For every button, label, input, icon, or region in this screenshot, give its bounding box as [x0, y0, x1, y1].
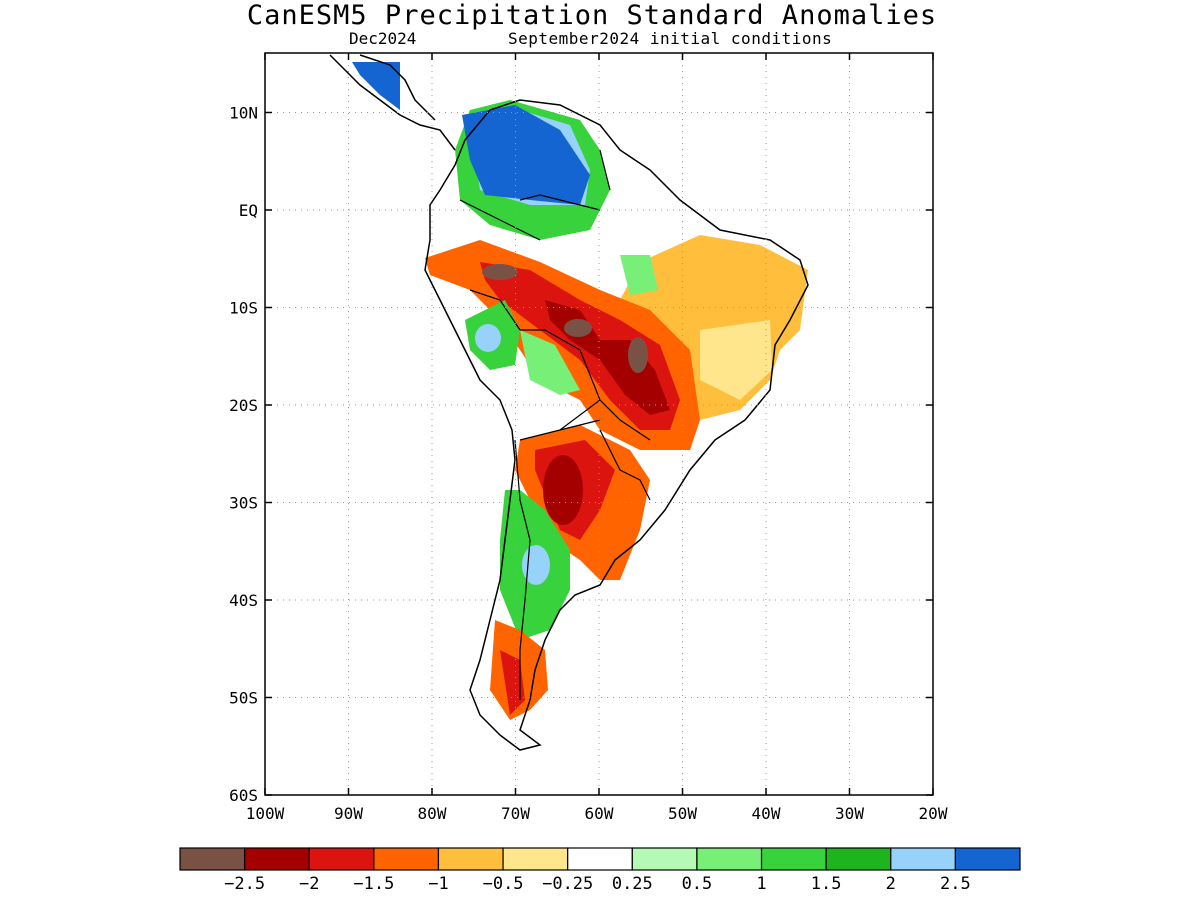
anomaly-core-south-darkred: [543, 455, 583, 525]
lon-label: 20W: [919, 804, 948, 823]
colorbar-label: 2: [886, 874, 896, 894]
lat-label: 50S: [229, 689, 258, 708]
coastlines: [329, 54, 809, 751]
anomaly-core-brown-b: [564, 319, 592, 337]
anomaly-region-amazon-green: [620, 255, 658, 295]
anomaly-core-brown-a: [482, 264, 518, 280]
colorbar-label: −0.5: [483, 874, 524, 894]
colorbar-swatch: [760, 847, 827, 871]
colorbar-label: −1: [428, 874, 448, 894]
colorbar-swatch: [825, 847, 892, 871]
lat-label: 60S: [229, 786, 258, 805]
lon-label: 60W: [585, 804, 614, 823]
colorbar-swatch: [437, 847, 504, 871]
lat-label: 30S: [229, 494, 258, 513]
colorbar-label: 2.5: [940, 874, 971, 894]
lat-label: 20S: [229, 396, 258, 415]
central-america-coastline: [329, 54, 456, 151]
central-america-coastline-north: [359, 54, 436, 121]
lat-label: 10N: [229, 104, 258, 123]
map-gridlines: [265, 53, 933, 795]
lon-label: 80W: [418, 804, 447, 823]
anomaly-core-brown-c: [628, 337, 648, 373]
map-title: CanESM5 Precipitation Standard Anomalies: [246, 0, 938, 31]
colorbar-label: −0.25: [542, 874, 593, 894]
colorbar-swatch: [308, 847, 375, 871]
colorbar-swatch: [954, 847, 1021, 871]
colorbar-label: 1: [756, 874, 766, 894]
lon-label: 90W: [334, 804, 363, 823]
lon-label: 40W: [752, 804, 781, 823]
country-borders: [459, 149, 651, 700]
lat-label: EQ: [239, 201, 258, 220]
initial-conditions: September2024 initial conditions: [508, 29, 833, 48]
anomaly-region-patagonia-red: [500, 650, 525, 715]
colorbar-swatch: [179, 847, 246, 871]
colorbar-swatch: [502, 847, 569, 871]
colorbar-swatch: [244, 847, 310, 871]
colorbar: −2.5 −2 −1.5 −1 −0.5 −0.25 0.25 0.5 1 1.5 2 2.5: [179, 847, 1021, 894]
anomaly-region-central-america-blue: [352, 62, 400, 110]
colorbar-swatch: [890, 847, 956, 871]
colorbar-label: −2: [299, 874, 319, 894]
colorbar-label: −1.5: [353, 874, 394, 894]
anomaly-region-bolivia-green: [520, 330, 580, 395]
colorbar-label: 0.25: [612, 874, 653, 894]
colorbar-swatch: [696, 847, 763, 871]
colorbar-swatch: [373, 847, 440, 871]
anomaly-shading: [352, 62, 808, 720]
colorbar-label: 0.5: [682, 874, 713, 894]
lon-label: 100W: [246, 804, 285, 823]
colorbar-swatch: [631, 847, 698, 871]
anomaly-region-east-brazil-yellow: [700, 320, 772, 400]
colorbar-swatch: [567, 847, 633, 871]
map-axes: 100W 90W 80W 70W 60W 50W 40W 30W 20W 10N EQ 10S 20S 3…: [229, 53, 948, 823]
lon-label: 50W: [668, 804, 697, 823]
lat-label: 10S: [229, 299, 258, 318]
forecast-month: Dec2024: [349, 29, 417, 48]
lat-label: 40S: [229, 591, 258, 610]
anomaly-core-peru-lightblue: [475, 324, 501, 352]
lon-label: 70W: [501, 804, 530, 823]
colorbar-label: 1.5: [811, 874, 842, 894]
lon-label: 30W: [835, 804, 864, 823]
south-america-coastline: [424, 99, 809, 751]
colorbar-label: −2.5: [224, 874, 265, 894]
anomaly-region-north-blue: [462, 105, 590, 205]
